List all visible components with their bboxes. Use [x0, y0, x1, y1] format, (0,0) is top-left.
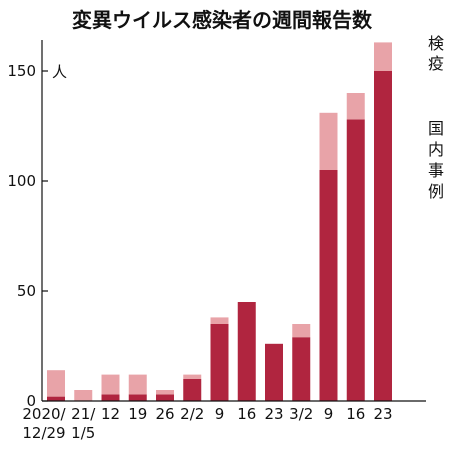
x-tick-label: 3/2: [289, 405, 313, 423]
legend-quarantine: 検疫: [428, 34, 444, 73]
x-tick-labels: 2020/12/29 21/1/5 12 19 26 2/2 9 16 23 3/2 9 16 23: [22, 405, 392, 442]
bars: [47, 42, 392, 402]
bar-segment-domestic-3: [128, 394, 147, 401]
x-tick-label: 26: [155, 405, 174, 423]
bar-segment-domestic-6: [210, 324, 229, 401]
chart-title: 変異ウイルス感染者の週間報告数: [72, 8, 373, 32]
x-tick-label: 21/: [71, 405, 96, 423]
y-tick-label: 150: [7, 62, 36, 80]
x-tick-label: 12: [101, 405, 120, 423]
x-tick-label: 23: [373, 405, 392, 423]
bar-segment-quarantine-9: [292, 324, 311, 338]
bar-segment-quarantine-10: [319, 112, 338, 170]
bar-segment-quarantine-0: [47, 370, 65, 397]
bar-segment-domestic-7: [237, 302, 256, 401]
x-tick-label: 16: [346, 405, 365, 423]
y-tick-labels: 0 50 100 150: [7, 62, 36, 410]
bar-segment-domestic-12: [374, 71, 392, 401]
bar-segment-quarantine-4: [156, 390, 174, 395]
y-tick-label: 0: [26, 392, 36, 410]
bar-segment-quarantine-5: [183, 374, 202, 379]
legend-char: 国: [428, 119, 444, 138]
bar-segment-domestic-9: [292, 337, 311, 401]
y-tick-label: 100: [7, 172, 36, 190]
x-tick-label: 9: [324, 405, 334, 423]
bar-segment-quarantine-1: [74, 390, 93, 401]
x-tick-label: 23: [264, 405, 283, 423]
bar-segment-quarantine-12: [374, 42, 392, 71]
bar-segment-domestic-5: [183, 379, 202, 401]
legend-char: 例: [428, 182, 444, 201]
x-tick-label: 12/29: [22, 424, 65, 442]
axes: [41, 40, 426, 402]
bar-segment-domestic-0: [47, 396, 65, 401]
x-tick-label: 1/5: [71, 424, 95, 442]
bar-segment-domestic-11: [346, 119, 365, 402]
bar-segment-domestic-2: [101, 394, 120, 401]
x-tick-label: 16: [237, 405, 256, 423]
bar-segment-domestic-8: [265, 343, 283, 401]
bar-segment-quarantine-3: [128, 374, 147, 395]
legend-char: 検: [428, 34, 444, 53]
legend-char: 疫: [428, 54, 444, 73]
bar-segment-quarantine-11: [346, 93, 365, 120]
bar-segment-quarantine-6: [210, 317, 229, 324]
x-tick-label: 2020/: [22, 405, 66, 423]
bar-segment-domestic-4: [156, 394, 174, 401]
y-unit-label: 人: [52, 63, 67, 81]
legend-char: 事: [428, 161, 444, 180]
x-tick-label: 2/2: [180, 405, 204, 423]
bar-segment-quarantine-2: [101, 374, 120, 395]
bar-segment-domestic-10: [319, 170, 338, 401]
x-tick-label: 19: [128, 405, 147, 423]
x-tick-label: 9: [215, 405, 225, 423]
legend-char: 内: [428, 140, 444, 159]
y-tick-label: 50: [17, 282, 36, 300]
